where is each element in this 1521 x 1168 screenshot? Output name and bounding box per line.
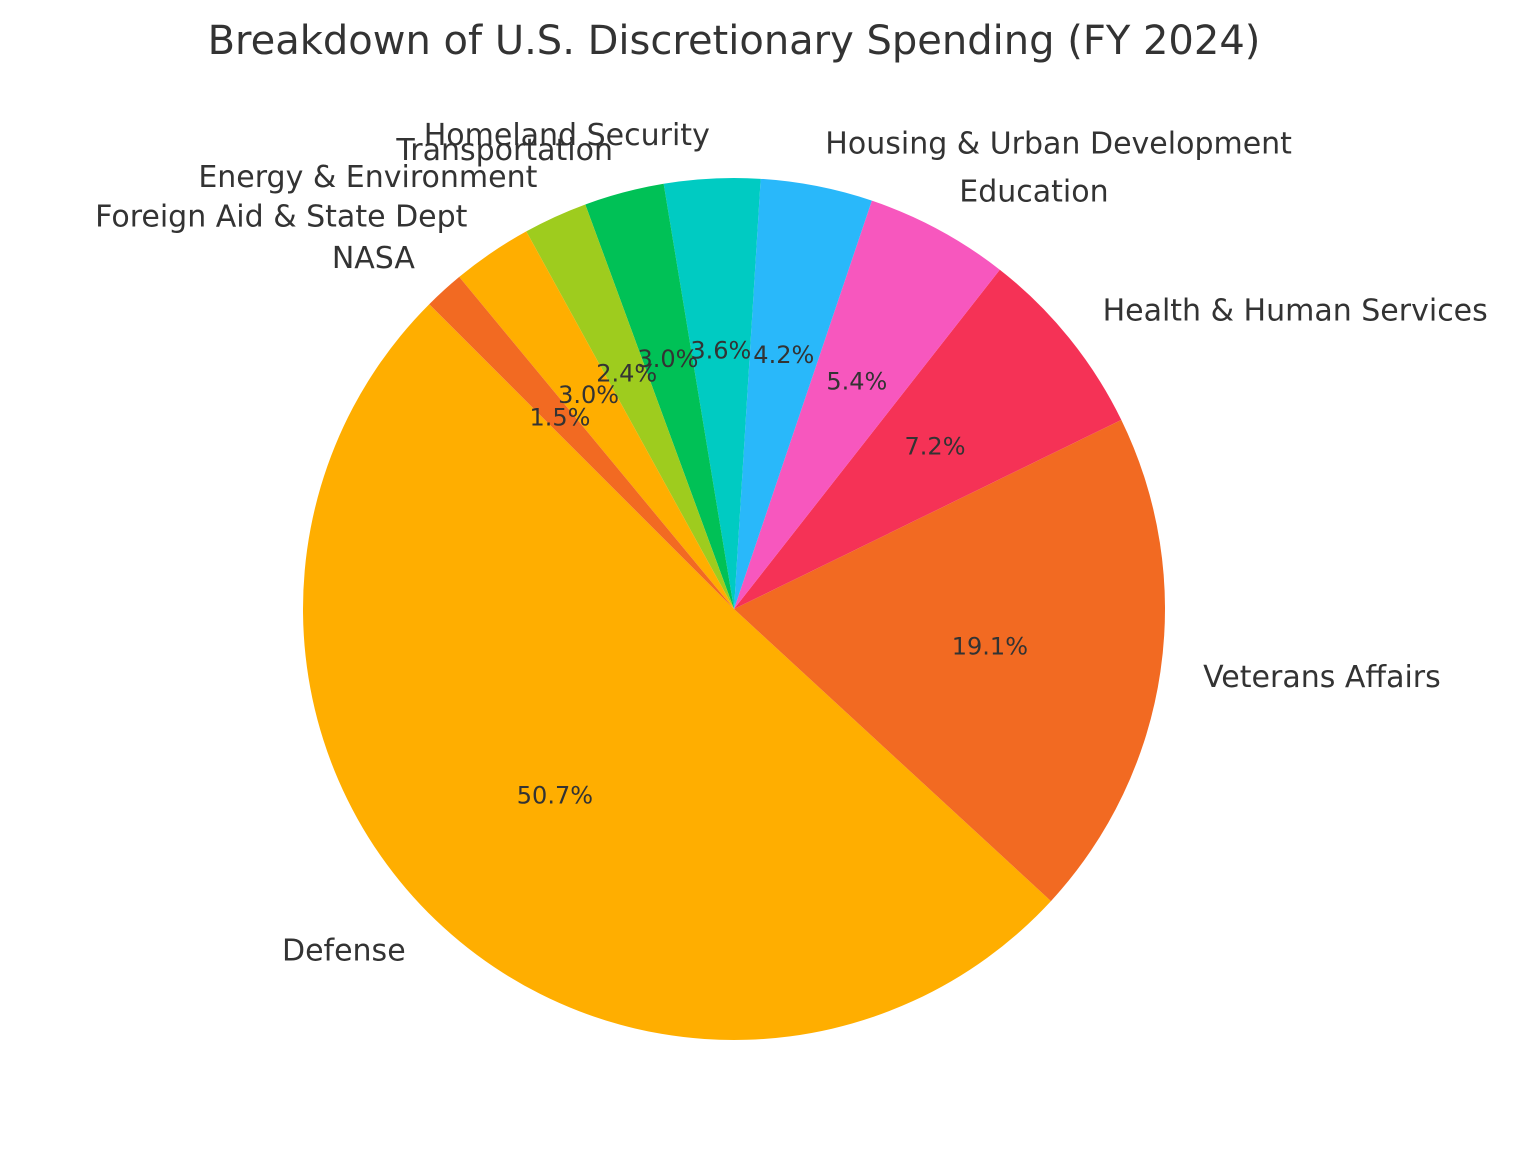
pie-slice-nasa [429,276,734,609]
slice-label-housing-and-urban-development: Housing & Urban Development [825,126,1292,161]
percent-labels: 50.7%19.1%7.2%5.4%4.2%3.6%3.0%2.4%3.0%1.… [517,337,1028,810]
pct-label-homeland-security: 3.6% [690,337,751,365]
pct-label-health-and-human-services: 7.2% [905,432,966,460]
slice-label-education: Education [959,174,1108,209]
pct-label-energy-and-environment: 2.4% [596,360,657,388]
pie-slice-defense [302,304,1051,1041]
pct-label-transportation: 3.0% [637,345,698,373]
slice-label-health-and-human-services: Health & Human Services [1103,293,1488,328]
pct-label-veterans-affairs: 19.1% [952,632,1028,660]
pie-slice-homeland-security [663,178,761,609]
category-labels: Defense Veterans Affairs Health & Human Se… [95,118,1488,968]
pie-slice-veterans-affairs [734,419,1165,902]
pie-slice-foreign-aid-and-state-dept [459,231,734,609]
slice-label-transportation: Transportation [395,133,613,168]
slice-label-energy-and-environment: Energy & Environment [198,160,537,195]
pct-label-foreign-aid-and-state-dept: 3.0% [558,381,619,409]
slice-label-foreign-aid-and-state-dept: Foreign Aid & State Dept [95,199,468,234]
slice-label-homeland-security: Homeland Security [424,118,710,153]
pie-slice-health-and-human-services [734,269,1122,609]
pie-slices [302,178,1165,1041]
pct-label-nasa: 1.5% [529,404,590,432]
pct-label-defense: 50.7% [517,782,593,810]
pie-slice-energy-and-environment [526,204,734,609]
chart-title: Breakdown of U.S. Discretionary Spending… [208,18,1261,64]
slice-label-defense: Defense [282,934,406,969]
pct-label-housing-and-urban-development: 4.2% [753,341,814,369]
pie-slice-housing-and-urban-development [734,178,872,609]
slice-label-nasa: NASA [332,241,416,276]
pct-label-education: 5.4% [826,367,887,395]
pie-slice-education [734,200,1000,609]
pie-slice-transportation [585,183,734,610]
slice-label-veterans-affairs: Veterans Affairs [1203,660,1441,695]
